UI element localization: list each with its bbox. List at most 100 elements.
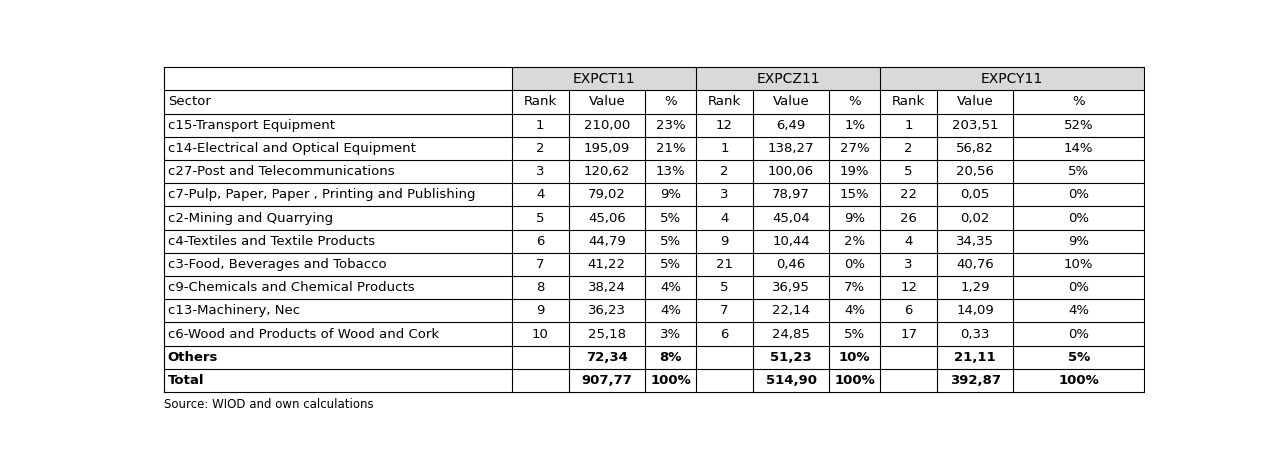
Text: 44,79: 44,79 [588,234,626,248]
Text: 210,00: 210,00 [584,119,630,132]
Text: 36,95: 36,95 [772,281,810,294]
Text: 6: 6 [904,304,913,318]
Text: 21,11: 21,11 [954,351,996,364]
Text: 17: 17 [901,327,917,340]
Text: 0,46: 0,46 [776,258,805,271]
Text: 0%: 0% [1068,281,1089,294]
Text: 72,34: 72,34 [586,351,628,364]
Bar [164,160,1144,183]
Text: 10: 10 [532,327,548,340]
Text: c27-Post and Telecommunications: c27-Post and Telecommunications [168,165,394,178]
Text: 1%: 1% [845,119,865,132]
Text: c13-Machinery, Nec: c13-Machinery, Nec [168,304,300,318]
Text: Rank: Rank [524,95,557,108]
Text: 4: 4 [904,234,913,248]
Bar [511,67,1144,91]
Text: Value: Value [589,95,626,108]
Text: 5: 5 [536,212,544,225]
Text: Value: Value [957,95,993,108]
Text: c4-Textiles and Textile Products: c4-Textiles and Textile Products [168,234,375,248]
Text: 100%: 100% [650,374,691,387]
Text: c7-Pulp, Paper, Paper , Printing and Publishing: c7-Pulp, Paper, Paper , Printing and Pub… [168,188,476,201]
Text: 100%: 100% [834,374,875,387]
Text: 9%: 9% [845,212,865,225]
Bar [164,137,1144,160]
Bar [164,67,511,91]
Text: 56,82: 56,82 [957,142,995,155]
Text: 26: 26 [901,212,917,225]
Text: 0,02: 0,02 [960,212,990,225]
Text: 9%: 9% [660,188,681,201]
Text: 22: 22 [901,188,917,201]
Text: 41,22: 41,22 [588,258,626,271]
Text: 5%: 5% [845,327,865,340]
Text: 1,29: 1,29 [960,281,990,294]
Text: 2: 2 [536,142,544,155]
Text: Value: Value [772,95,809,108]
Text: 3: 3 [904,258,913,271]
Text: 5%: 5% [660,212,681,225]
Text: EXPCT11: EXPCT11 [572,72,635,86]
Text: %: % [1072,95,1085,108]
Text: 25,18: 25,18 [588,327,626,340]
Text: 203,51: 203,51 [951,119,999,132]
Text: 4%: 4% [660,281,681,294]
Bar [164,299,1144,323]
Bar [164,253,1144,276]
Text: 5%: 5% [660,234,681,248]
Text: c6-Wood and Products of Wood and Cork: c6-Wood and Products of Wood and Cork [168,327,439,340]
Text: 9%: 9% [1068,234,1089,248]
Text: 1: 1 [720,142,729,155]
Text: 5: 5 [720,281,729,294]
Bar [164,276,1144,299]
Text: Sector: Sector [168,95,211,108]
Text: 45,04: 45,04 [772,212,810,225]
Text: 7: 7 [536,258,544,271]
Bar [164,369,1144,392]
Text: c14-Electrical and Optical Equipment: c14-Electrical and Optical Equipment [168,142,416,155]
Text: 19%: 19% [840,165,870,178]
Text: 6: 6 [536,234,544,248]
Text: 79,02: 79,02 [588,188,626,201]
Text: 10%: 10% [840,351,870,364]
Text: 100%: 100% [1058,374,1099,387]
Text: Source: WIOD and own calculations: Source: WIOD and own calculations [164,398,374,410]
Text: 78,97: 78,97 [772,188,810,201]
Text: 22,14: 22,14 [772,304,810,318]
Text: Rank: Rank [892,95,925,108]
Text: 2%: 2% [845,234,865,248]
Text: 0%: 0% [1068,212,1089,225]
Text: 4%: 4% [1068,304,1089,318]
Text: 3: 3 [720,188,729,201]
Text: c9-Chemicals and Chemical Products: c9-Chemicals and Chemical Products [168,281,415,294]
Text: Others: Others [168,351,219,364]
Text: 4: 4 [720,212,729,225]
Bar [164,113,1144,137]
Bar [164,323,1144,346]
Text: 13%: 13% [656,165,686,178]
Text: 14,09: 14,09 [957,304,995,318]
Text: 392,87: 392,87 [950,374,1001,387]
Text: 14%: 14% [1063,142,1094,155]
Text: 8: 8 [536,281,544,294]
Text: 9: 9 [720,234,729,248]
Text: 27%: 27% [840,142,870,155]
Text: 5%: 5% [1067,351,1090,364]
Text: 12: 12 [716,119,733,132]
Text: 34,35: 34,35 [957,234,995,248]
Text: EXPCY11: EXPCY11 [981,72,1043,86]
Text: 7: 7 [720,304,729,318]
Text: 38,24: 38,24 [588,281,626,294]
Text: 2: 2 [720,165,729,178]
Text: 23%: 23% [656,119,686,132]
Text: Total: Total [168,374,205,387]
Text: 4%: 4% [845,304,865,318]
Text: 4: 4 [536,188,544,201]
Text: 6: 6 [720,327,729,340]
Text: Rank: Rank [707,95,742,108]
Text: 5%: 5% [660,258,681,271]
Text: 120,62: 120,62 [584,165,630,178]
Text: 36,23: 36,23 [588,304,626,318]
Text: 0%: 0% [1068,188,1089,201]
Text: 45,06: 45,06 [588,212,626,225]
